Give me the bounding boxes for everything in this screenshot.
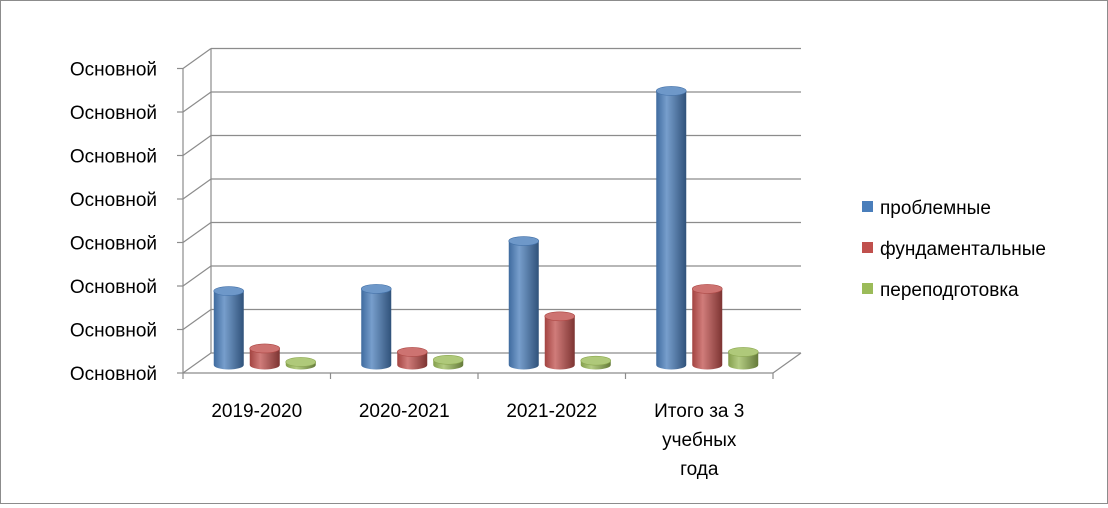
bar-проблемные-1: [360, 284, 392, 370]
bar-проблемные-0: [213, 286, 245, 370]
gridline-side: [182, 178, 212, 200]
y-tick-label: Основной: [70, 190, 157, 211]
bar-body: [397, 351, 428, 370]
bar-body: [728, 351, 759, 370]
x-category-label: года: [680, 459, 719, 480]
gridlines: [182, 47, 801, 374]
y-tick-label: Основной: [70, 364, 157, 385]
bar-top: [285, 357, 317, 367]
bar-top: [360, 284, 392, 294]
y-tick-label: Основной: [70, 147, 157, 168]
y-tick-label: Основной: [70, 277, 157, 298]
gridline-side: [182, 91, 212, 113]
bar-переподготовка-1: [432, 354, 464, 370]
bar-переподготовка-3: [727, 347, 759, 370]
x-category-label: учебных: [662, 430, 737, 451]
bar-body: [508, 241, 539, 370]
y-tick-label: Основной: [70, 103, 157, 124]
x-category-label: Итого за 3: [654, 401, 744, 422]
bar-фундаментальные-1: [396, 347, 428, 370]
gridline-side: [182, 222, 212, 243]
bar-body: [213, 291, 244, 370]
bar-body: [656, 90, 687, 370]
x-category-label: 2021-2022: [506, 401, 597, 422]
bar-top: [544, 311, 576, 322]
legend-swatch: [862, 201, 873, 212]
bar-body: [249, 348, 280, 370]
legend-swatch: [862, 283, 873, 294]
y-tick-label: Основной: [70, 234, 157, 255]
gridline-side: [182, 48, 212, 69]
x-axis-labels: 2019-2020 2020-2021 2021-2022 Итого за 3 уче…: [211, 401, 744, 480]
gridline-side: [182, 265, 212, 287]
x-category-label: 2019-2020: [211, 401, 302, 422]
bars: [213, 86, 759, 370]
legend-label: переподготовка: [880, 280, 1019, 301]
x-category-label: 2020-2021: [359, 401, 450, 422]
bar-top: [432, 354, 464, 365]
bar-фундаментальные-3: [691, 284, 723, 370]
gridline-side: [182, 309, 212, 330]
bar-фундаментальные-2: [544, 311, 576, 370]
bar-фундаментальные-0: [249, 343, 281, 370]
gridline-side: [182, 352, 212, 374]
bar-переподготовка-0: [285, 357, 317, 370]
bar-top: [508, 236, 540, 246]
bar-top: [396, 347, 428, 357]
floor-edge: [772, 352, 802, 374]
legend-swatch: [862, 242, 873, 253]
legend-label: фундаментальные: [880, 239, 1046, 260]
bar-переподготовка-2: [580, 355, 612, 370]
y-tick-label: Основной: [70, 321, 157, 342]
gridline-side: [182, 135, 212, 156]
bar-top: [213, 286, 245, 296]
bar-top: [727, 347, 759, 357]
bar-top: [655, 86, 687, 96]
y-tick-label: Основной: [70, 60, 157, 81]
bar-body: [692, 288, 723, 370]
bar-проблемные-3: [655, 86, 687, 370]
legend: проблемные фундаментальные переподготовка: [862, 198, 1046, 301]
bar-body: [544, 316, 575, 370]
bar-top: [249, 343, 281, 354]
y-axis-ticks: Основной Основной Основной Основной Основной…: [70, 60, 774, 385]
bar-top: [580, 355, 612, 366]
bar-проблемные-2: [508, 236, 540, 370]
bar-body: [361, 288, 392, 370]
legend-label: проблемные: [880, 198, 991, 219]
bar-top: [691, 284, 723, 294]
